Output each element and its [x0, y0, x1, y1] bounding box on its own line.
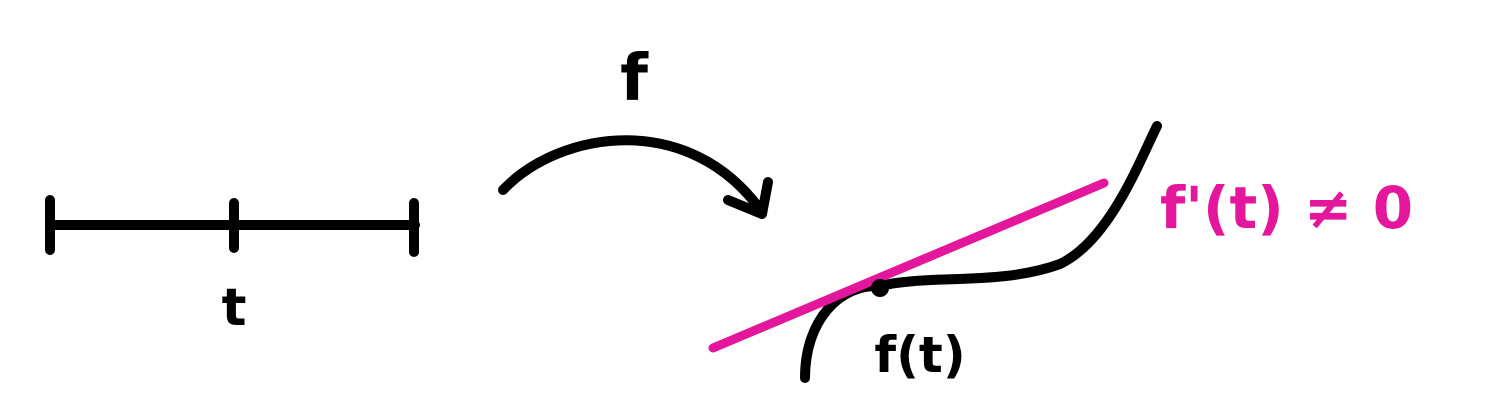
- derivative-condition-label: f'(t) ≠ 0: [1160, 174, 1413, 242]
- map-name-label: f: [620, 42, 649, 116]
- tangent-line: [708, 178, 1109, 353]
- image-curve: [800, 121, 1162, 383]
- domain-point-label: t: [222, 278, 247, 338]
- map-arrow-arc: [498, 135, 767, 217]
- image-point-label: f(t): [874, 326, 965, 384]
- map-arrow-head: [723, 177, 773, 219]
- interval: [45, 195, 420, 257]
- map-arrow: [498, 135, 773, 219]
- image-point-dot: [871, 279, 889, 297]
